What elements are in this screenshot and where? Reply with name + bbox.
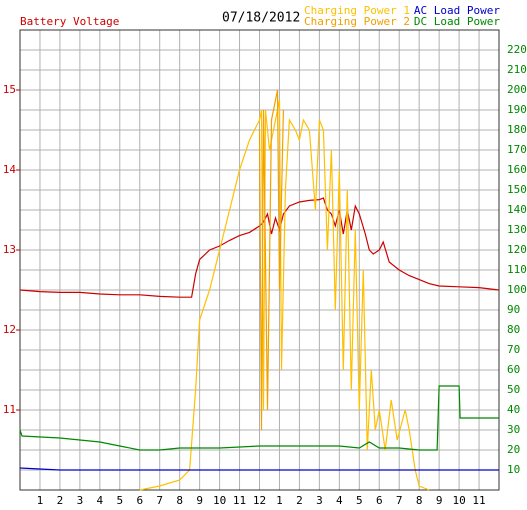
y2-tick-label: 220 <box>507 43 527 56</box>
x-tick-label: 3 <box>77 494 84 507</box>
x-tick-label: 10 <box>452 494 465 507</box>
y2-tick-label: 10 <box>507 463 520 476</box>
y-tick-label: 11 <box>3 403 16 416</box>
y2-tick-label: 200 <box>507 83 527 96</box>
x-tick-label: 7 <box>156 494 163 507</box>
y2-tick-label: 120 <box>507 243 527 256</box>
x-tick-label: 2 <box>296 494 303 507</box>
legend-label: Charging Power 1 <box>304 4 410 17</box>
y2-tick-label: 190 <box>507 103 527 116</box>
y2-tick-label: 20 <box>507 443 520 456</box>
x-tick-label: 9 <box>436 494 443 507</box>
plot-frame <box>19 29 500 491</box>
y-tick-label: 15 <box>3 83 16 96</box>
series-line <box>19 385 499 451</box>
y2-tick-label: 70 <box>507 343 520 356</box>
y-tick-label: 12 <box>3 323 16 336</box>
y2-tick-label: 180 <box>507 123 527 136</box>
legend-label: Charging Power 2 <box>304 15 410 28</box>
x-tick-label: 1 <box>276 494 283 507</box>
x-tick-label: 1 <box>37 494 44 507</box>
y2-tick-label: 40 <box>507 403 520 416</box>
series-line <box>258 89 284 431</box>
series-line <box>139 99 430 491</box>
y-tick-label: 13 <box>3 243 16 256</box>
series-line <box>19 467 499 471</box>
y-tick-label: 14 <box>3 163 17 176</box>
x-tick-label: 4 <box>97 494 104 507</box>
y2-tick-label: 60 <box>507 363 520 376</box>
y2-tick-label: 170 <box>507 143 527 156</box>
x-tick-label: 6 <box>136 494 143 507</box>
x-tick-label: 10 <box>213 494 226 507</box>
y2-tick-label: 130 <box>507 223 527 236</box>
legend-label: DC Load Power <box>414 15 500 28</box>
y2-tick-label: 80 <box>507 323 520 336</box>
x-tick-label: 9 <box>196 494 203 507</box>
x-tick-label: 4 <box>336 494 343 507</box>
x-tick-label: 8 <box>176 494 183 507</box>
x-tick-label: 5 <box>356 494 363 507</box>
x-tick-label: 11 <box>472 494 485 507</box>
y2-tick-label: 210 <box>507 63 527 76</box>
y2-tick-label: 160 <box>507 163 527 176</box>
x-tick-label: 2 <box>57 494 64 507</box>
y2-tick-label: 140 <box>507 203 527 216</box>
x-tick-label: 6 <box>376 494 383 507</box>
x-tick-label: 3 <box>316 494 323 507</box>
y2-tick-label: 100 <box>507 283 527 296</box>
y2-tick-label: 90 <box>507 303 520 316</box>
x-tick-label: 11 <box>233 494 246 507</box>
legend-label: AC Load Power <box>414 4 500 17</box>
series-line <box>19 197 500 298</box>
chart-title: 07/18/2012 <box>222 11 300 26</box>
legend-label: Battery Voltage <box>20 15 119 28</box>
y2-tick-label: 110 <box>507 263 527 276</box>
x-tick-label: 5 <box>116 494 123 507</box>
y2-tick-label: 150 <box>507 183 527 196</box>
y2-tick-label: 50 <box>507 383 520 396</box>
x-tick-label: 12 <box>253 494 266 507</box>
x-tick-label: 8 <box>416 494 423 507</box>
x-tick-label: 7 <box>396 494 403 507</box>
y2-tick-label: 30 <box>507 423 520 436</box>
